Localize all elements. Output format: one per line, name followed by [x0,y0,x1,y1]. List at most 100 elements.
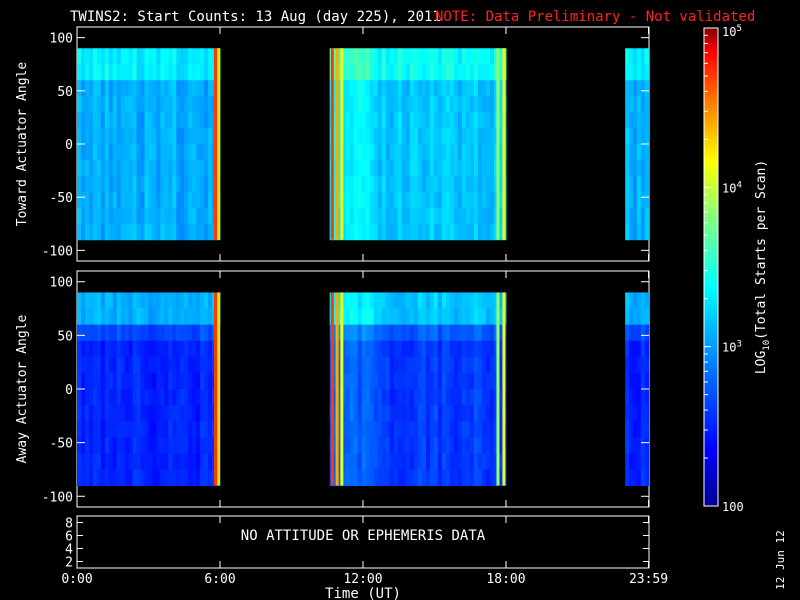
toward-heat-cell [433,128,439,145]
toward-heat-cell [433,223,439,241]
toward-heat-cell [192,80,197,97]
toward-heat-cell [144,96,149,113]
away-heat-cell [629,356,634,374]
away-heat-cell [160,405,165,422]
away-heat-cell [409,324,415,342]
toward-heat-cell [84,207,90,225]
toward-heat-cell [357,207,363,225]
away-heat-cell [104,372,110,390]
toward-heat-cell [636,159,642,177]
away-heat-cell [168,421,173,438]
away-heat-stripe [502,292,506,486]
away-heat-cell [124,324,130,342]
toward-heat-cell [168,207,173,225]
away-heat-cell [188,437,193,454]
toward-heat-cell [192,64,197,81]
toward-heat-cell [188,159,193,177]
away-heat-cell [632,421,638,438]
away-heat-cell [469,469,475,487]
toward-heat-cell [96,144,102,161]
toward-heat-cell [100,48,106,65]
away-heat-cell [377,308,383,326]
toward-heat-cell [437,112,443,129]
toward-heat-cell [429,96,435,113]
toward-heat-cell [413,112,419,129]
away-heat-cell [208,372,213,390]
away-heat-cell [397,308,403,326]
away-heat-cell [477,437,483,454]
away-heat-cell [373,292,379,310]
away-heat-cell [116,453,122,470]
toward-heat-cell [449,128,455,145]
away-heat-cell [88,453,94,470]
away-heat-cell [461,469,467,487]
away-heat-cell [441,324,447,342]
toward-heat-cell [168,64,173,81]
away-heat-cell [100,340,106,358]
toward-heat-cell [625,223,630,241]
away-heat-cell [180,405,185,422]
away-heat-cell [337,292,343,310]
toward-heat-cell [337,96,343,113]
away-heat-cell [92,389,98,406]
away-heat-cell [433,389,439,406]
toward-heat-cell [461,128,467,145]
away-heat-cell [160,308,165,326]
toward-heat-cell [409,191,415,209]
away-heat-cell [184,372,189,390]
toward-heat-cell [497,144,503,161]
toward-heat-cell [140,112,146,129]
away-heat-cell [473,453,479,470]
toward-heat-cell [208,144,213,161]
away-heat-cell [156,453,161,470]
away-heat-cell [473,389,479,406]
away-heat-cell [425,389,431,406]
away-heat-cell [116,340,122,358]
x-axis-title: Time (UT) [325,586,401,600]
toward-heat-cell [409,48,415,65]
toward-heat-cell [160,48,165,65]
toward-heat-cell [128,191,134,209]
away-heat-cell [497,340,503,358]
toward-heat-cell [453,223,459,241]
toward-heat-cell [357,159,363,177]
away-heat-cell [397,469,403,487]
toward-heat-cell [477,175,483,193]
toward-heat-cell [405,64,411,81]
toward-heat-cell [164,159,169,177]
away-heat-cell [481,421,487,438]
away-heat-cell [365,324,371,342]
away-heat-cell [457,372,463,390]
away-heat-cell [80,389,86,406]
away-heat-cell [473,469,479,487]
toward-heat-cell [421,175,427,193]
toward-heat-cell [405,175,411,193]
toward-heat-cell [625,80,630,97]
toward-heat-cell [353,48,359,65]
toward-heat-cell [489,159,495,177]
toward-heat-cell [148,128,153,145]
away-heat-cell [337,324,343,342]
away-heat-cell [377,389,383,406]
toward-heat-cell [385,128,391,145]
toward-heat-cell [381,96,387,113]
toward-heat-cell [184,144,189,161]
toward-heat-cell [385,112,391,129]
away-heat-cell [397,389,403,406]
away-heat-cell [208,292,213,310]
toward-heat-cell [365,96,371,113]
toward-heat-cell [389,96,395,113]
toward-heat-cell [92,112,98,129]
toward-heat-cell [497,112,503,129]
toward-heat-cell [401,159,407,177]
toward-ytick-label: 50 [57,85,73,100]
away-heat-cell [425,372,431,390]
away-heat-cell [481,292,487,310]
toward-heat-cell [485,144,491,161]
away-heat-cell [417,292,423,310]
away-heat-cell [405,356,411,374]
away-heat-cell [381,405,387,422]
toward-heat-cell [385,159,391,177]
away-heat-cell [489,340,495,358]
